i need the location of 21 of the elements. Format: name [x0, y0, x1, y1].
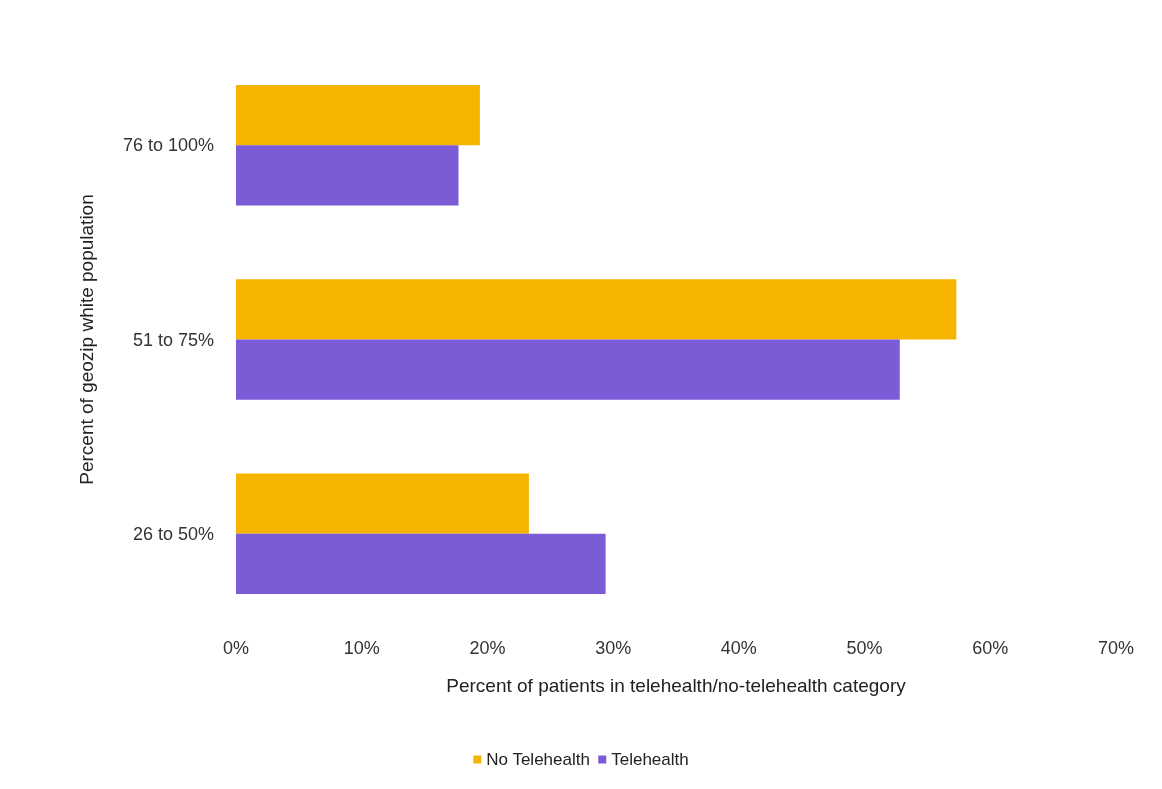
x-tick-label: 30%	[595, 638, 632, 658]
x-tick-label: 10%	[343, 638, 380, 658]
x-tick-label: 70%	[1097, 638, 1135, 658]
legend-label: Telehealth	[611, 750, 689, 769]
bar	[236, 473, 529, 534]
y-axis-title: Percent of geozip white population	[76, 194, 97, 485]
x-axis-title: Percent of patients in telehealth/no-telehealth category	[446, 675, 907, 696]
x-tick-label: 60%	[972, 638, 1009, 658]
legend-label: No Telehealth	[486, 750, 590, 769]
bar	[236, 279, 957, 340]
y-tick-label: 51 to 75%	[132, 329, 214, 350]
x-tick-label: 40%	[720, 638, 757, 658]
x-tick-label: 0%	[222, 638, 250, 658]
bar	[236, 339, 900, 400]
bar	[236, 145, 459, 206]
x-tick-label: 50%	[846, 638, 883, 658]
bar	[236, 533, 606, 595]
y-tick-label: 26 to 50%	[132, 523, 214, 544]
y-tick-label: 76 to 100%	[122, 135, 214, 156]
x-tick-label: 20%	[469, 638, 506, 658]
bar	[236, 84, 480, 146]
